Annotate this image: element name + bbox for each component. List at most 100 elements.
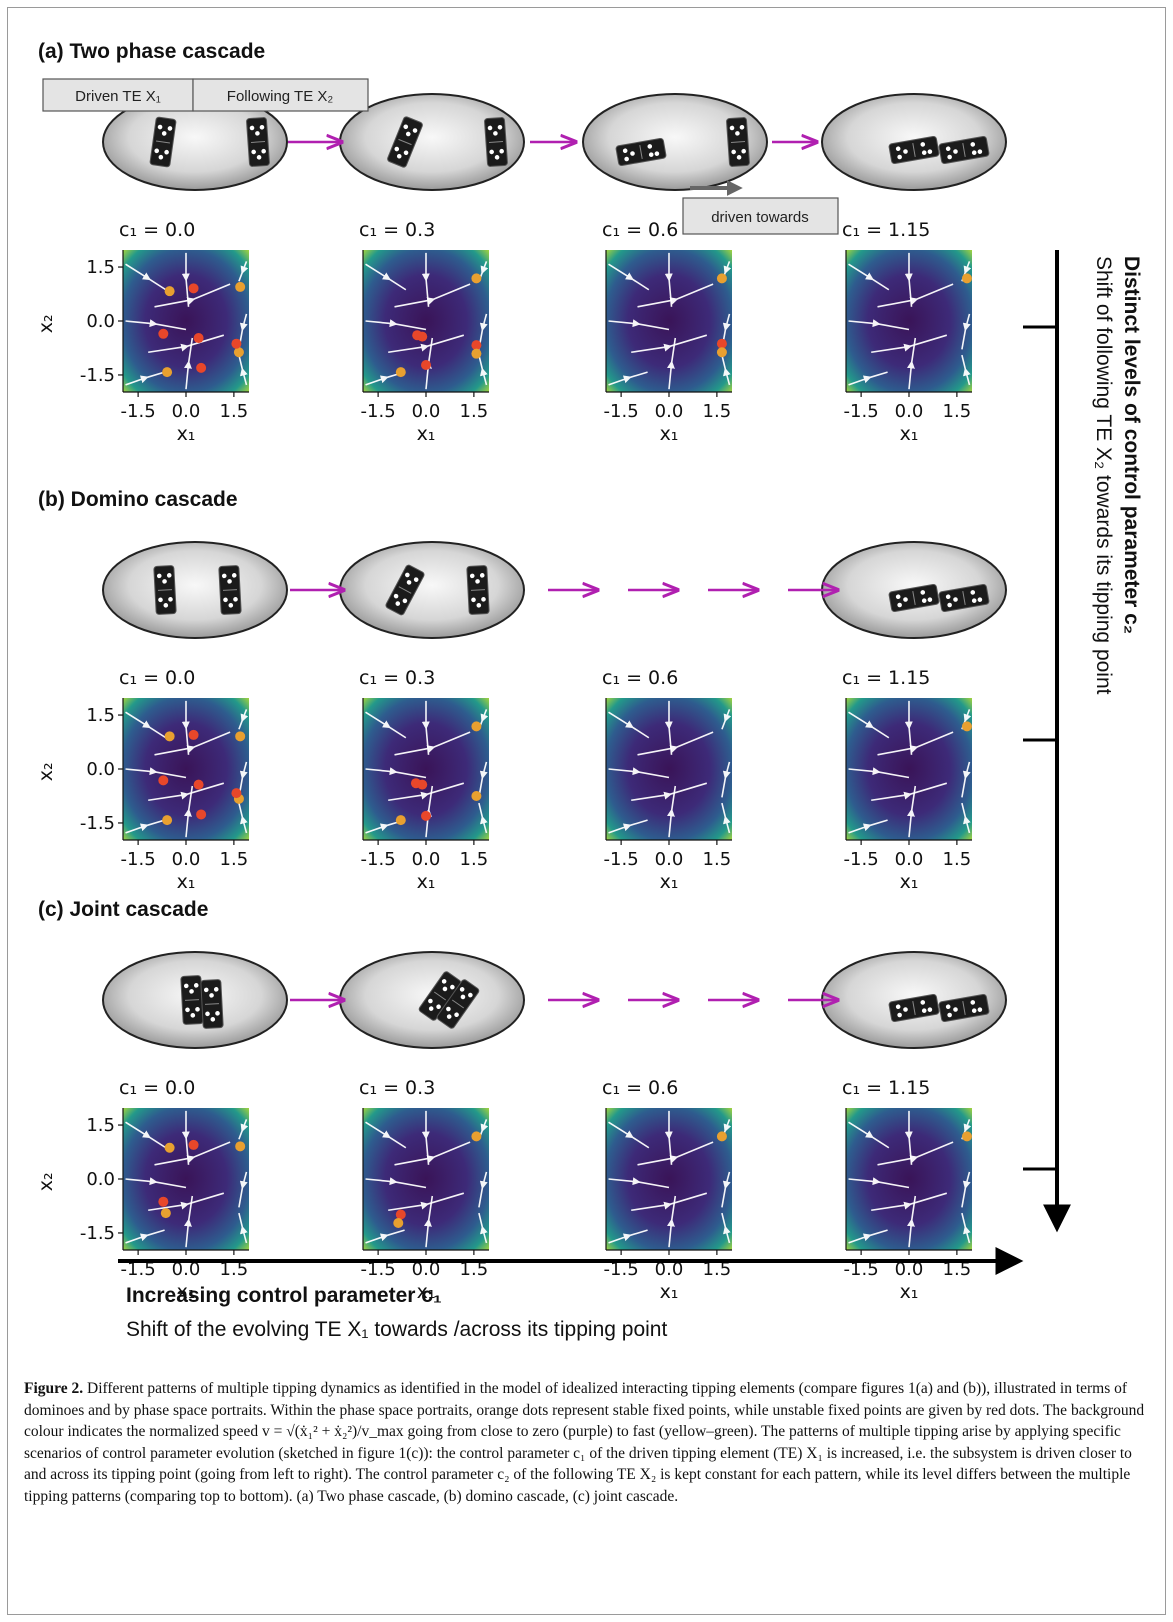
panel-label: (b) Domino cascade bbox=[38, 488, 238, 511]
c1-value-label: c₁ = 0.6 bbox=[602, 667, 678, 689]
panel-c: (c) Joint cascade c₁ = 0.0 -1.5 0.0 1.5 x₁ 1.5… bbox=[35, 898, 1007, 1303]
domino-sketch-a: Driven TE X₁ Following TE X₂ driven toward… bbox=[42, 78, 1007, 235]
unstable-fixed-point bbox=[231, 788, 242, 799]
x-tick-label: 0.0 bbox=[412, 1259, 441, 1280]
x-tick-label: 0.0 bbox=[655, 849, 684, 870]
x-axis-label: x₁ bbox=[177, 871, 196, 893]
stable-fixed-point bbox=[471, 721, 482, 732]
x-axis-label: x₁ bbox=[177, 1281, 196, 1303]
phase-portrait: c₁ = 0.6 -1.5 0.0 1.5 x₁ bbox=[602, 219, 732, 445]
y-tick-label: 0.0 bbox=[86, 1169, 115, 1190]
caption-text: Different patterns of multiple tipping d… bbox=[24, 1380, 1145, 1505]
c1-value-label: c₁ = 0.3 bbox=[359, 1077, 435, 1099]
unstable-fixed-point bbox=[421, 360, 431, 371]
panel-a: (a) Two phase cascade Driven TE X₁ Followi… bbox=[35, 40, 1007, 445]
stable-fixed-point bbox=[233, 347, 244, 358]
unstable-fixed-point bbox=[395, 1209, 406, 1220]
x-tick-label: 0.0 bbox=[895, 849, 924, 870]
panel-label: (c) Joint cascade bbox=[38, 898, 208, 921]
x-tick-label: 1.5 bbox=[220, 401, 249, 422]
phase-portrait: c₁ = 0.0 -1.5 0.0 1.5 x₁ 1.5 0.0 -1.5 x₂ bbox=[35, 219, 249, 445]
x-tick-label: 1.5 bbox=[703, 849, 732, 870]
unstable-fixed-point bbox=[193, 333, 204, 344]
unstable-fixed-point bbox=[417, 779, 428, 790]
x-tick-label: -1.5 bbox=[604, 1259, 639, 1280]
c1-value-label: c₁ = 0.0 bbox=[119, 1077, 195, 1099]
c1-value-label: c₁ = 1.15 bbox=[842, 219, 930, 241]
phase-portrait: c₁ = 0.6 -1.5 0.0 1.5 x₁ bbox=[602, 1077, 732, 1303]
unstable-fixed-point bbox=[188, 729, 199, 740]
panel-label: (a) Two phase cascade bbox=[38, 40, 265, 63]
unstable-fixed-point bbox=[196, 809, 207, 820]
x-axis-label: x₁ bbox=[660, 1281, 679, 1303]
x-tick-label: 0.0 bbox=[412, 849, 441, 870]
phase-portrait: c₁ = 0.3 -1.5 0.0 1.5 x₁ bbox=[359, 667, 489, 893]
right-axis-title: Distinct levels of control parameter c₂ bbox=[1120, 256, 1143, 634]
stable-fixed-point bbox=[235, 731, 246, 742]
stable-fixed-point bbox=[716, 1131, 727, 1142]
right-axis-subtitle: Shift of following TE X₂ towards its tip… bbox=[1092, 256, 1115, 695]
x-tick-label: 0.0 bbox=[172, 401, 201, 422]
x-axis-label: x₁ bbox=[177, 423, 196, 445]
panel-b: (b) Domino cascade c₁ = 0.0 -1.5 0.0 1.5 x₁ 1.… bbox=[35, 488, 1007, 893]
y-tick-label: -1.5 bbox=[80, 365, 115, 386]
x-tick-label: -1.5 bbox=[121, 1259, 156, 1280]
stable-fixed-point bbox=[235, 281, 246, 292]
c1-value-label: c₁ = 0.0 bbox=[119, 667, 195, 689]
x-tick-label: 1.5 bbox=[460, 1259, 489, 1280]
phase-portrait: c₁ = 0.6 -1.5 0.0 1.5 x₁ bbox=[602, 667, 732, 893]
x-tick-label: -1.5 bbox=[844, 1259, 879, 1280]
y-tick-label: 1.5 bbox=[86, 705, 115, 726]
unstable-fixed-point bbox=[158, 328, 169, 339]
stable-fixed-point bbox=[235, 1141, 246, 1152]
x-tick-label: -1.5 bbox=[361, 849, 396, 870]
y-tick-label: -1.5 bbox=[80, 813, 115, 834]
unstable-fixed-point bbox=[716, 338, 727, 349]
x-tick-label: 1.5 bbox=[943, 401, 972, 422]
x-tick-label: 0.0 bbox=[655, 401, 684, 422]
stable-fixed-point bbox=[164, 286, 175, 297]
x-axis-label: x₁ bbox=[660, 423, 679, 445]
x-tick-label: 0.0 bbox=[655, 1259, 684, 1280]
c1-value-label: c₁ = 1.15 bbox=[842, 667, 930, 689]
phase-portrait: c₁ = 0.0 -1.5 0.0 1.5 x₁ 1.5 0.0 -1.5 x₂ bbox=[35, 667, 249, 893]
stable-fixed-point bbox=[393, 1218, 404, 1229]
unstable-fixed-point bbox=[158, 775, 169, 786]
stable-fixed-point bbox=[471, 790, 482, 801]
x-tick-label: -1.5 bbox=[844, 401, 879, 422]
driven-te-label: Driven TE X₁ bbox=[75, 88, 161, 105]
bottom-axis-subtitle: Shift of the evolving TE X₁ towards /acr… bbox=[126, 1318, 667, 1341]
y-tick-label: 1.5 bbox=[86, 257, 115, 278]
x-tick-label: -1.5 bbox=[604, 849, 639, 870]
stable-fixed-point bbox=[961, 1131, 972, 1142]
x-tick-label: 1.5 bbox=[220, 1259, 249, 1280]
y-axis-label: x₂ bbox=[35, 1172, 57, 1191]
y-axis-label: x₂ bbox=[35, 314, 57, 333]
x-tick-label: -1.5 bbox=[604, 401, 639, 422]
x-tick-label: 1.5 bbox=[943, 1259, 972, 1280]
stable-fixed-point bbox=[471, 348, 482, 359]
x-tick-label: 0.0 bbox=[172, 1259, 201, 1280]
x-tick-label: 0.0 bbox=[895, 1259, 924, 1280]
c1-value-label: c₁ = 0.0 bbox=[119, 219, 195, 241]
stable-fixed-point bbox=[471, 273, 482, 284]
c1-value-label: c₁ = 0.6 bbox=[602, 219, 678, 241]
unstable-fixed-point bbox=[188, 283, 199, 294]
stable-fixed-point bbox=[471, 1131, 482, 1142]
unstable-fixed-point bbox=[158, 1196, 169, 1207]
stable-fixed-point bbox=[716, 347, 727, 358]
x-tick-label: 0.0 bbox=[895, 401, 924, 422]
x-axis-label: x₁ bbox=[417, 1281, 436, 1303]
phase-portrait: c₁ = 0.3 -1.5 0.0 1.5 x₁ bbox=[359, 1077, 489, 1303]
x-axis-label: x₁ bbox=[900, 1281, 919, 1303]
phase-portrait: c₁ = 0.0 -1.5 0.0 1.5 x₁ 1.5 0.0 -1.5 x₂ bbox=[35, 1077, 249, 1303]
stable-fixed-point bbox=[164, 731, 175, 742]
phase-portrait: c₁ = 1.15 -1.5 0.0 1.5 x₁ bbox=[842, 667, 972, 893]
unstable-fixed-point bbox=[196, 362, 207, 373]
c1-value-label: c₁ = 1.15 bbox=[842, 1077, 930, 1099]
stable-fixed-point bbox=[395, 367, 406, 378]
x-tick-label: 0.0 bbox=[172, 849, 201, 870]
following-te-label: Following TE X₂ bbox=[227, 88, 334, 105]
x-axis-label: x₁ bbox=[900, 871, 919, 893]
